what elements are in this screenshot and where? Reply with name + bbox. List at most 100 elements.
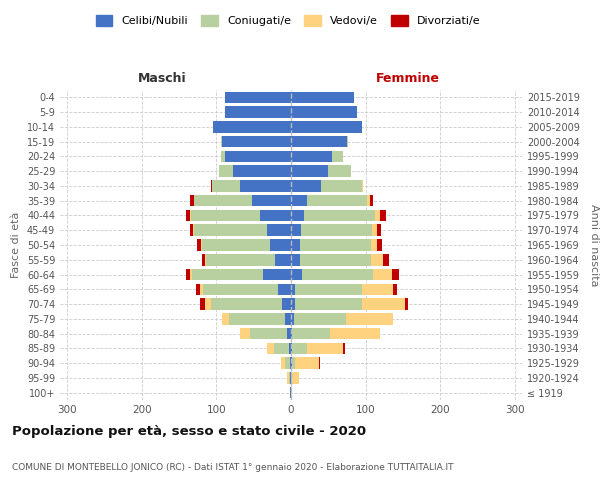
Bar <box>295 284 362 295</box>
Bar <box>200 298 205 310</box>
Text: Popolazione per età, sesso e stato civile - 2020: Popolazione per età, sesso e stato civil… <box>12 425 366 438</box>
Bar <box>201 239 202 251</box>
Bar <box>291 284 295 295</box>
Bar <box>291 92 355 103</box>
Bar <box>223 313 229 324</box>
Bar <box>291 239 300 251</box>
Bar <box>377 239 382 251</box>
Bar <box>229 313 285 324</box>
Bar <box>205 298 211 310</box>
Bar <box>213 121 291 132</box>
Bar <box>362 180 363 192</box>
Y-axis label: Fasce di età: Fasce di età <box>11 212 21 278</box>
Bar <box>373 269 392 280</box>
Y-axis label: Anni di nascita: Anni di nascita <box>589 204 599 286</box>
Bar <box>220 166 233 177</box>
Bar <box>287 372 289 384</box>
Bar <box>291 328 292 340</box>
Bar <box>372 224 377 236</box>
Bar <box>223 136 291 147</box>
Bar <box>190 195 194 206</box>
Bar <box>291 121 362 132</box>
Bar <box>328 166 350 177</box>
Bar <box>197 239 201 251</box>
Bar <box>291 166 328 177</box>
Bar <box>194 224 267 236</box>
Bar <box>362 298 405 310</box>
Bar <box>292 342 307 354</box>
Bar <box>383 254 389 266</box>
Bar <box>319 358 320 369</box>
Bar <box>274 342 289 354</box>
Bar <box>290 387 291 398</box>
Bar <box>291 313 294 324</box>
Bar <box>285 313 291 324</box>
Bar <box>321 180 362 192</box>
Bar <box>291 136 347 147</box>
Bar <box>190 210 191 221</box>
Bar <box>377 224 381 236</box>
Bar <box>233 166 291 177</box>
Bar <box>281 358 285 369</box>
Bar <box>302 269 373 280</box>
Bar <box>203 284 278 295</box>
Bar <box>291 150 332 162</box>
Bar <box>295 358 319 369</box>
Bar <box>282 298 291 310</box>
Bar <box>226 106 291 118</box>
Bar <box>300 254 371 266</box>
Bar <box>291 372 292 384</box>
Bar <box>290 372 291 384</box>
Bar <box>362 284 393 295</box>
Bar <box>291 387 292 398</box>
Bar <box>307 342 343 354</box>
Bar <box>194 195 252 206</box>
Bar <box>186 210 190 221</box>
Text: Femmine: Femmine <box>376 72 440 85</box>
Bar <box>212 180 241 192</box>
Bar <box>367 195 370 206</box>
Bar <box>211 180 212 192</box>
Bar <box>292 328 330 340</box>
Bar <box>375 210 380 221</box>
Bar <box>289 372 290 384</box>
Text: COMUNE DI MONTEBELLO JONICO (RC) - Dati ISTAT 1° gennaio 2020 - Elaborazione TUT: COMUNE DI MONTEBELLO JONICO (RC) - Dati … <box>12 463 454 472</box>
Bar <box>263 269 291 280</box>
Bar <box>206 254 275 266</box>
Bar <box>241 328 250 340</box>
Bar <box>226 92 291 103</box>
Text: Maschi: Maschi <box>137 72 187 85</box>
Bar <box>291 358 292 369</box>
Bar <box>275 254 291 266</box>
Bar <box>291 195 307 206</box>
Bar <box>287 328 291 340</box>
Bar <box>290 358 291 369</box>
Bar <box>289 342 291 354</box>
Bar <box>380 210 386 221</box>
Bar <box>370 195 373 206</box>
Bar <box>291 342 292 354</box>
Bar <box>292 358 295 369</box>
Bar <box>285 358 290 369</box>
Bar <box>226 150 291 162</box>
Bar <box>294 313 346 324</box>
Bar <box>291 180 321 192</box>
Bar <box>291 298 295 310</box>
Bar <box>196 284 200 295</box>
Bar <box>291 254 300 266</box>
Bar <box>301 224 372 236</box>
Bar <box>291 210 304 221</box>
Bar <box>270 239 291 251</box>
Bar <box>221 136 223 147</box>
Bar <box>221 150 226 162</box>
Bar <box>190 269 192 280</box>
Bar <box>260 210 291 221</box>
Bar <box>193 224 194 236</box>
Bar <box>211 298 282 310</box>
Bar <box>332 150 343 162</box>
Bar <box>202 254 205 266</box>
Bar <box>346 313 393 324</box>
Bar <box>392 269 399 280</box>
Bar <box>292 372 299 384</box>
Bar <box>393 284 397 295</box>
